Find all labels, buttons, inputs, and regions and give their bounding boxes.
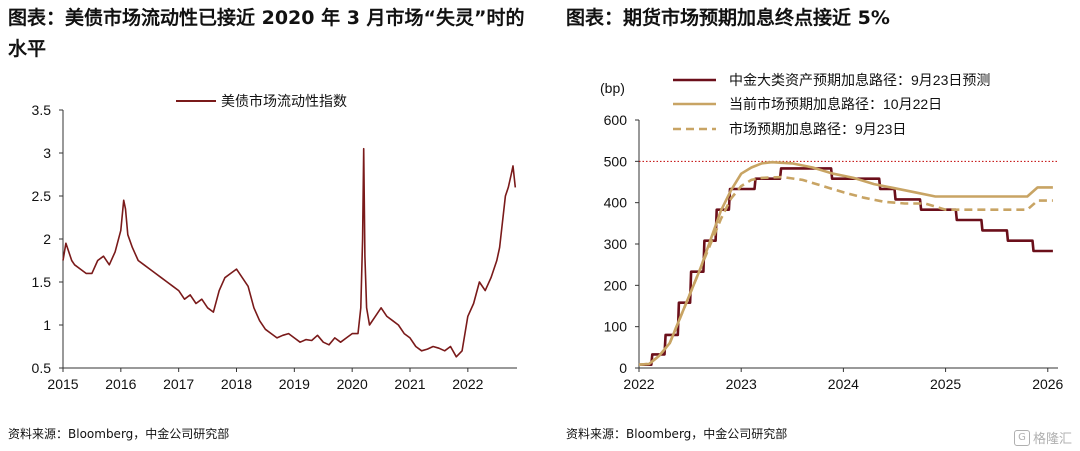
right-chart-title: 图表：期货市场预期加息终点接近 5% bbox=[566, 7, 890, 29]
y-tick-label: 500 bbox=[604, 153, 628, 169]
watermark: G 格隆汇 bbox=[1013, 428, 1072, 447]
y-tick-label: 200 bbox=[604, 277, 628, 293]
x-tick-label: 2016 bbox=[105, 376, 136, 392]
series-line-market-oct22 bbox=[638, 160, 1053, 366]
legend-label: 美债市场流动性指数 bbox=[221, 93, 347, 109]
x-tick-label: 2017 bbox=[163, 376, 194, 392]
y-tick-label: 3 bbox=[43, 145, 51, 161]
series-line-market-sep23 bbox=[638, 175, 1053, 366]
x-tick-label: 2022 bbox=[623, 376, 654, 392]
watermark-text: 格隆汇 bbox=[1032, 432, 1072, 447]
x-tick-label: 2024 bbox=[828, 376, 859, 392]
y-tick-label: 2.5 bbox=[32, 188, 52, 204]
x-tick-label: 2020 bbox=[337, 376, 368, 392]
left-source-note: 资料来源：Bloomberg，中金公司研究部 bbox=[8, 427, 230, 441]
y-tick-label: 300 bbox=[604, 236, 628, 252]
x-tick-label: 2015 bbox=[47, 376, 78, 392]
x-tick-label: 2026 bbox=[1032, 376, 1063, 392]
y-tick-label: 3.5 bbox=[32, 102, 52, 118]
x-tick-label: 2021 bbox=[394, 376, 425, 392]
liquidity-index-chart: 0.5 1 1.5 2 2.5 3 3.5 2015 2016 2017 2018 2019 2020 2… bbox=[32, 93, 517, 392]
y-tick-label: 0.5 bbox=[32, 360, 52, 376]
x-tick-label: 2025 bbox=[930, 376, 961, 392]
series-line-cicc-forecast bbox=[639, 167, 1053, 366]
legend-label: 市场预期加息路径：9月23日 bbox=[729, 121, 906, 137]
y-axis-unit-label: (bp) bbox=[600, 80, 625, 96]
gelonghui-logo-icon: G bbox=[1013, 429, 1030, 446]
x-tick-label: 2018 bbox=[221, 376, 252, 392]
y-tick-label: 2 bbox=[43, 231, 51, 247]
right-source-note: 资料来源：Bloomberg，中金公司研究部 bbox=[566, 427, 788, 441]
x-tick-label: 2019 bbox=[279, 376, 310, 392]
y-tick-label: 600 bbox=[604, 112, 628, 128]
y-tick-label: 1.5 bbox=[32, 274, 52, 290]
legend-label: 当前市场预期加息路径：10月22日 bbox=[729, 96, 942, 112]
y-tick-label: 1 bbox=[43, 317, 51, 333]
left-chart-title: 图表：美债市场流动性已接近 2020 年 3 月市场“失灵”时的水平 bbox=[8, 7, 525, 60]
x-tick-label: 2022 bbox=[452, 376, 483, 392]
y-tick-label: 400 bbox=[604, 195, 628, 211]
rate-hike-path-chart: (bp) 0 100 200 300 400 500 600 2022 2023 2024 2025 2… bbox=[600, 72, 1064, 392]
series-line-liquidity-index bbox=[62, 147, 517, 358]
legend-label: 中金大类资产预期加息路径：9月23日预测 bbox=[729, 72, 990, 88]
y-tick-label: 100 bbox=[604, 319, 628, 335]
y-tick-label: 0 bbox=[619, 360, 627, 376]
x-tick-label: 2023 bbox=[726, 376, 757, 392]
